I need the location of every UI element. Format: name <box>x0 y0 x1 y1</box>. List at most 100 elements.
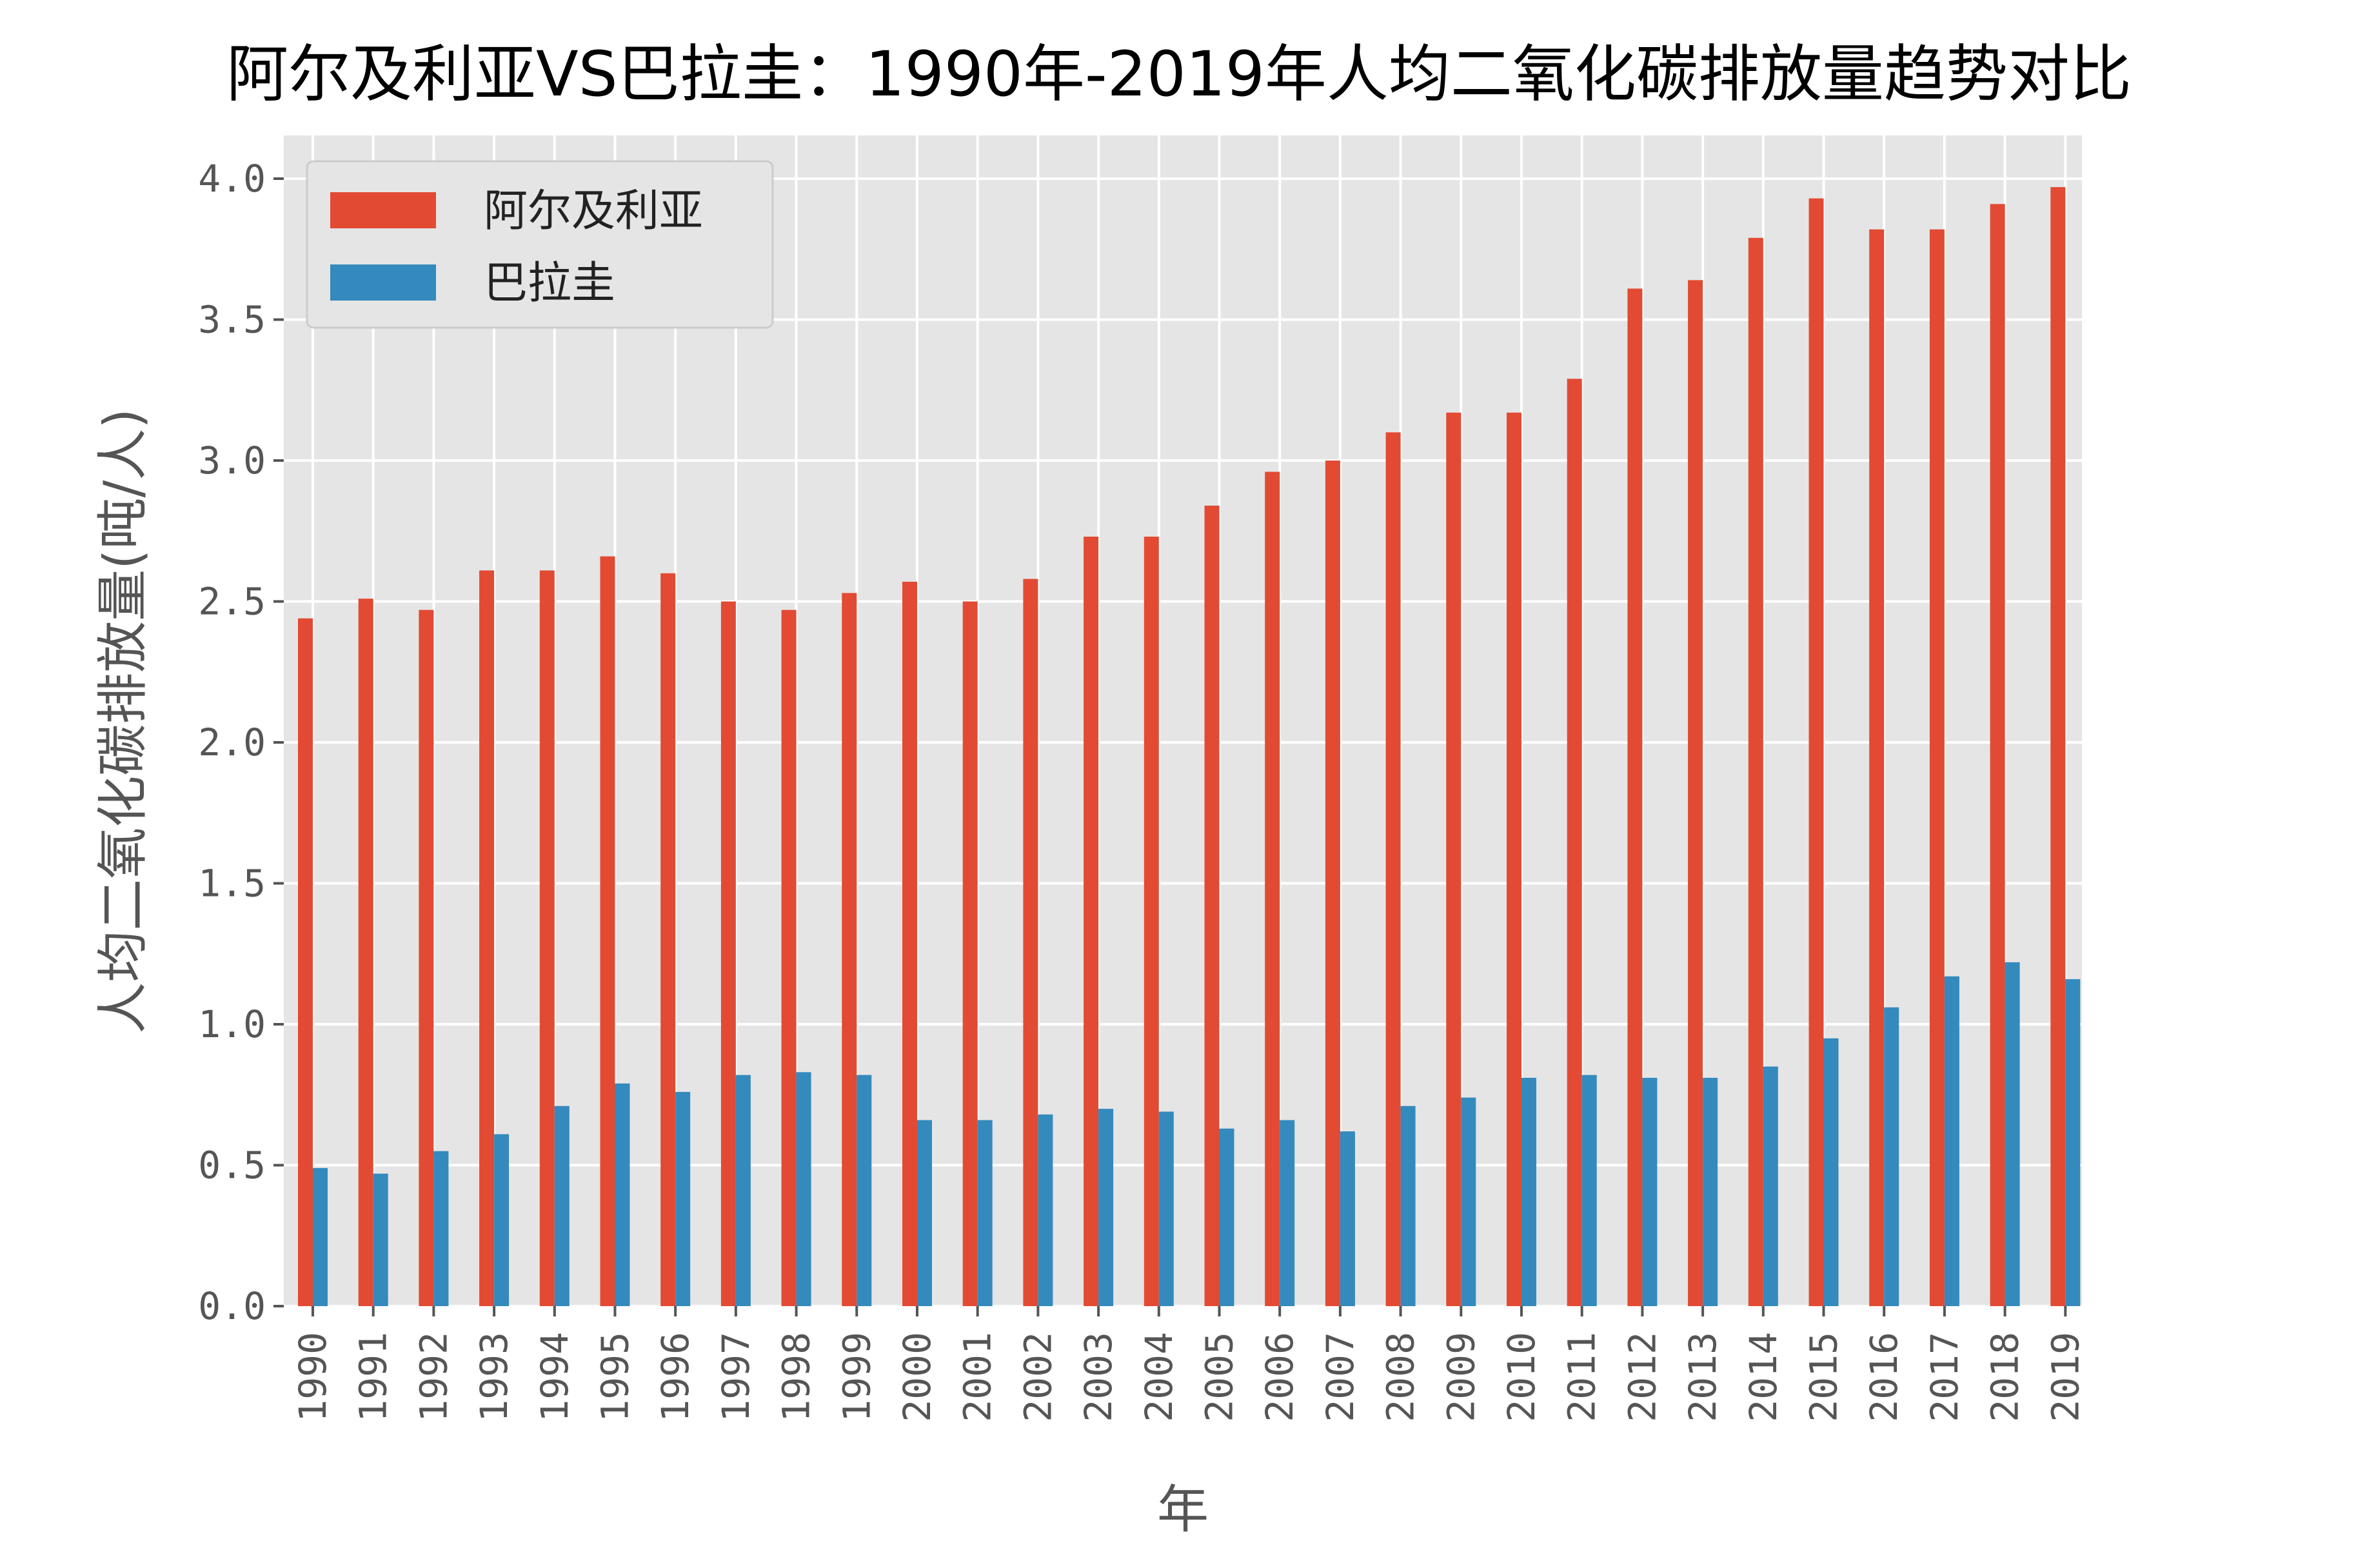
y-tick-label: 3.0 <box>198 439 266 482</box>
bar-paraguay-2006 <box>1280 1120 1295 1306</box>
x-tick-label: 2014 <box>1741 1332 1785 1422</box>
bar-paraguay-1991 <box>373 1173 388 1306</box>
bar-paraguay-2008 <box>1400 1106 1416 1306</box>
bar-algeria-1997 <box>720 601 736 1306</box>
bar-algeria-2003 <box>1084 536 1099 1306</box>
bars-group <box>298 187 2081 1307</box>
y-tick-label: 0.5 <box>198 1144 266 1187</box>
x-tick-label: 1999 <box>835 1332 878 1422</box>
bar-paraguay-2005 <box>1219 1128 1234 1306</box>
bar-algeria-2008 <box>1385 432 1401 1306</box>
x-tick-label: 2012 <box>1620 1332 1664 1422</box>
x-tick-label: 2015 <box>1802 1332 1846 1422</box>
bar-algeria-2011 <box>1567 379 1582 1306</box>
legend-label-paraguay: 巴拉圭 <box>484 258 615 309</box>
bar-algeria-1996 <box>660 573 676 1306</box>
bar-algeria-2017 <box>1929 229 1945 1306</box>
x-tick-label: 2006 <box>1258 1332 1302 1422</box>
bar-algeria-2010 <box>1507 412 1521 1307</box>
x-tick-label: 1997 <box>714 1332 758 1422</box>
bar-algeria-2006 <box>1265 471 1280 1306</box>
bar-algeria-1994 <box>539 570 555 1307</box>
y-tick-label: 1.5 <box>198 862 266 906</box>
bar-algeria-2018 <box>1990 204 2005 1307</box>
bar-algeria-2013 <box>1688 280 1703 1306</box>
x-tick-label: 2016 <box>1862 1332 1906 1422</box>
x-tick-label: 2008 <box>1379 1332 1423 1422</box>
x-tick-label: 2000 <box>895 1332 939 1422</box>
bar-algeria-1992 <box>419 610 434 1306</box>
bar-paraguay-1994 <box>554 1106 570 1306</box>
bar-paraguay-1990 <box>313 1167 328 1306</box>
bar-paraguay-1997 <box>735 1075 751 1306</box>
x-tick-label: 2004 <box>1137 1332 1181 1422</box>
legend: 阿尔及利亚 巴拉圭 <box>306 160 774 329</box>
bar-algeria-2009 <box>1446 412 1461 1307</box>
x-tick-label: 2009 <box>1439 1332 1483 1422</box>
x-axis-ticks: 1990 1991 1992 1993 1994 1995 1996 1997 1998 1999… <box>291 1306 2087 1422</box>
x-tick-label: 2010 <box>1500 1332 1543 1422</box>
x-tick-label: 1991 <box>352 1332 395 1422</box>
bar-paraguay-2003 <box>1098 1109 1114 1306</box>
x-tick-label: 2007 <box>1318 1332 1362 1422</box>
bar-paraguay-2018 <box>2005 962 2020 1306</box>
y-tick-label: 3.5 <box>198 298 266 342</box>
bar-paraguay-1998 <box>796 1072 811 1306</box>
plot-area <box>284 135 2082 1306</box>
x-tick-label: 2005 <box>1198 1332 1242 1422</box>
x-tick-label: 2013 <box>1681 1332 1725 1422</box>
bar-paraguay-1996 <box>675 1091 691 1306</box>
bar-algeria-2012 <box>1627 288 1643 1307</box>
bar-paraguay-2014 <box>1763 1066 1778 1306</box>
x-tick-label: 1993 <box>472 1332 516 1422</box>
bar-algeria-2014 <box>1748 237 1763 1306</box>
bar-algeria-1991 <box>358 599 373 1306</box>
bar-paraguay-2019 <box>2065 979 2081 1306</box>
x-tick-label: 2002 <box>1016 1332 1060 1422</box>
bar-algeria-1998 <box>781 610 797 1306</box>
y-tick-label: 2.0 <box>198 720 266 764</box>
bar-paraguay-2016 <box>1884 1007 1899 1306</box>
legend-swatch-algeria <box>330 192 436 228</box>
bar-paraguay-1992 <box>433 1151 449 1306</box>
bar-paraguay-2010 <box>1521 1078 1536 1306</box>
bar-algeria-1993 <box>479 570 495 1307</box>
bar-paraguay-2007 <box>1340 1131 1355 1306</box>
bar-paraguay-2012 <box>1642 1078 1658 1306</box>
bar-algeria-2007 <box>1325 461 1340 1306</box>
y-tick-label: 1.0 <box>198 1002 266 1046</box>
bar-algeria-2002 <box>1023 579 1038 1306</box>
bar-paraguay-2015 <box>1823 1038 1839 1306</box>
x-tick-label: 2017 <box>1923 1332 1967 1422</box>
x-tick-label: 1996 <box>653 1332 697 1422</box>
x-tick-label: 2003 <box>1076 1332 1120 1422</box>
x-axis-label: 年 <box>1157 1480 1209 1540</box>
bar-algeria-2000 <box>902 581 917 1307</box>
bar-algeria-1990 <box>298 618 313 1306</box>
y-axis-label: 人均二氧化碳排放量(吨/人) <box>93 408 153 1033</box>
y-axis-ticks: 0.0 0.5 1.0 1.5 2.0 2.5 3.0 3.5 4.0 <box>198 157 284 1328</box>
bar-algeria-1995 <box>600 556 615 1306</box>
bar-algeria-2005 <box>1204 505 1220 1307</box>
y-tick-label: 4.0 <box>198 157 266 201</box>
bar-paraguay-1993 <box>494 1134 510 1306</box>
bar-algeria-2016 <box>1869 229 1885 1306</box>
legend-swatch-paraguay <box>330 264 436 301</box>
bar-paraguay-2009 <box>1461 1097 1476 1306</box>
bar-paraguay-2013 <box>1703 1078 1718 1306</box>
x-tick-label: 2001 <box>956 1332 1000 1422</box>
bar-paraguay-1995 <box>615 1083 630 1306</box>
legend-label-algeria: 阿尔及利亚 <box>484 186 703 237</box>
bar-paraguay-2002 <box>1038 1114 1053 1306</box>
bar-algeria-2015 <box>1808 198 1824 1307</box>
bar-paraguay-2001 <box>977 1120 993 1306</box>
y-tick-label: 2.5 <box>198 580 266 624</box>
x-tick-label: 2011 <box>1560 1332 1604 1422</box>
chart-title: 阿尔及利亚VS巴拉圭：1990年-2019年人均二氧化碳排放量趋势对比 <box>226 38 2132 110</box>
x-tick-label: 1992 <box>411 1332 455 1422</box>
bar-paraguay-2000 <box>917 1120 932 1306</box>
x-tick-label: 1994 <box>533 1332 577 1422</box>
bar-algeria-2019 <box>2050 187 2066 1306</box>
bar-paraguay-2011 <box>1581 1075 1597 1306</box>
